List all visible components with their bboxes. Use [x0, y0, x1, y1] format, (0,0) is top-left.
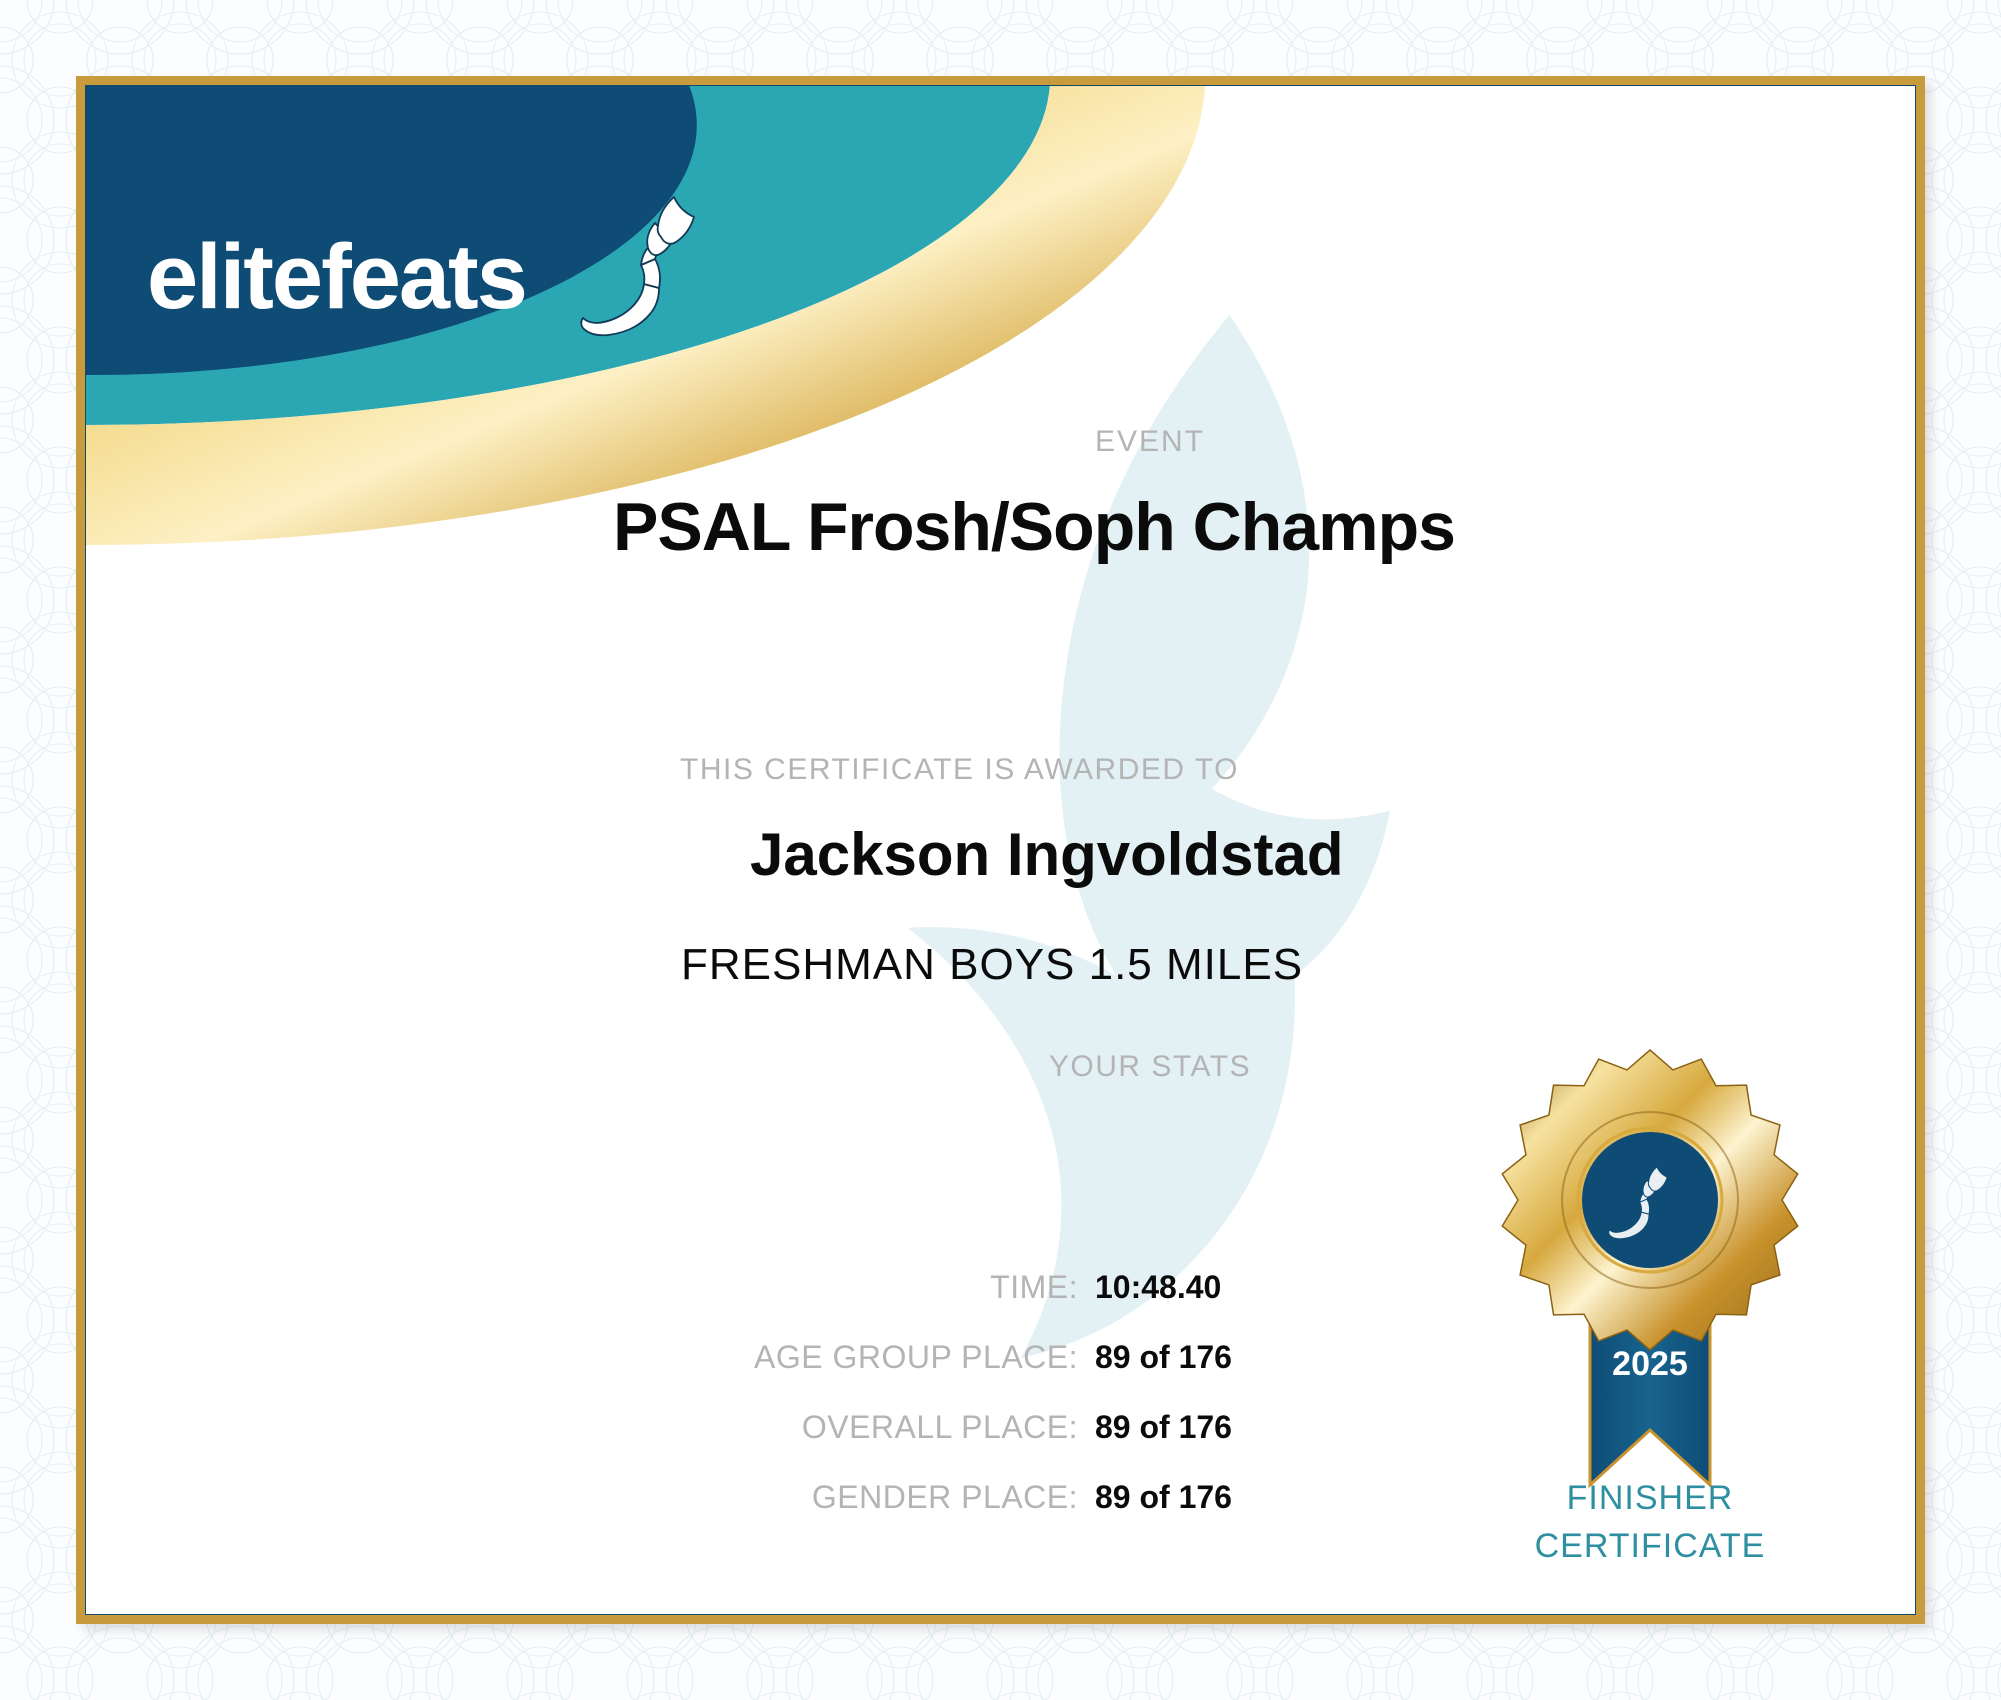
svg-text:2025: 2025: [1612, 1345, 1688, 1383]
